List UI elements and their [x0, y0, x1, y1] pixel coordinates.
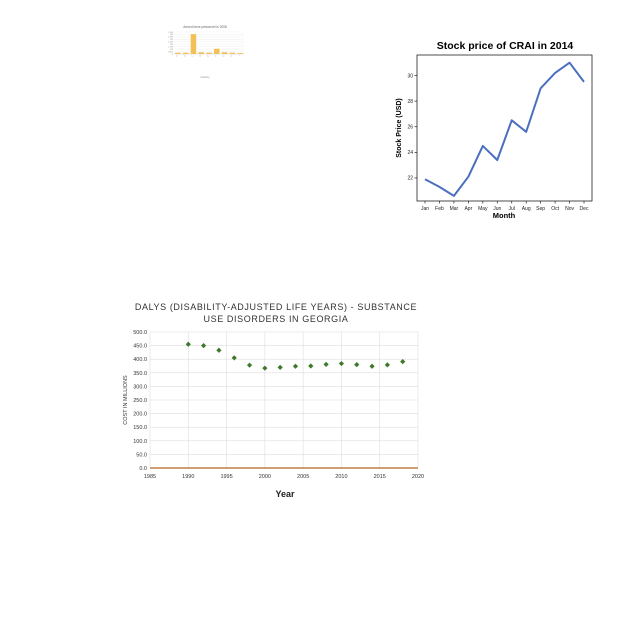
data-point [246, 362, 253, 368]
bar [182, 52, 189, 54]
y-tick-label: 2M [170, 44, 173, 46]
y-tick-label: 1M [170, 49, 173, 51]
y-tick-label: 450.0 [133, 344, 147, 350]
data-point [231, 355, 237, 361]
line-chart: Stock price of CRAI in 2014 Stock Price … [396, 40, 593, 220]
x-tick-label: C [192, 55, 195, 58]
data-point [185, 341, 191, 347]
y-tick-label: 30 [407, 73, 413, 79]
series-line [424, 61, 585, 197]
data-point [216, 347, 222, 353]
y-tick-label: 24 [407, 150, 413, 156]
data-point [277, 364, 283, 370]
chart-title: Stock price of CRAI in 2014 [437, 40, 574, 52]
x-tick-label: G [223, 55, 226, 58]
x-tick-label: Jan [421, 206, 429, 212]
x-tick-label: 2010 [335, 474, 347, 480]
y-tick-label: 100.0 [133, 439, 147, 445]
y-tick-label: 26 [407, 125, 413, 131]
data-point [323, 361, 329, 367]
bar [175, 52, 181, 54]
data-point [354, 362, 360, 368]
y-tick-label: 4M [170, 34, 173, 36]
bar [229, 52, 236, 54]
y-tick-label: 22 [407, 176, 413, 182]
scatter-chart: DALYS (DISABILITY-ADJUSTED LIFE YEARS) -… [123, 302, 424, 499]
x-tick-label: May [478, 206, 488, 212]
data-point [292, 363, 299, 369]
x-tick-label: Oct [551, 206, 559, 212]
data-point [400, 359, 406, 365]
bar [214, 48, 220, 54]
x-tick-label: Jun [493, 206, 501, 212]
y-tick-label: 28 [407, 99, 413, 105]
y-tick-label: 3M [170, 39, 173, 41]
data-point [338, 360, 345, 367]
y-tick-label: 2.5M [168, 42, 173, 44]
x-tick-label: Aug [522, 206, 531, 212]
scatter-chart-container: DALYS (DISABILITY-ADJUSTED LIFE YEARS) -… [112, 296, 432, 506]
x-tick-label: Apr [464, 206, 472, 212]
x-tick-label: F [215, 55, 218, 58]
x-tick-label: 1985 [144, 474, 156, 480]
bar [198, 52, 204, 54]
y-tick-label: 350.0 [133, 371, 147, 377]
y-tick-label: 0 [172, 54, 174, 56]
y-tick-label: 50.0 [136, 452, 147, 458]
y-tick-label: 200.0 [133, 412, 147, 418]
chart-title-line-2: USE DISORDERS IN GEORGIA [204, 314, 349, 324]
bar-chart: Armed force personnel in 2008 Country 05… [168, 25, 244, 79]
x-tick-label: 2015 [374, 474, 386, 480]
x-tick-label: 2000 [259, 474, 271, 480]
x-tick-label: Dec [580, 206, 589, 212]
chart-title-line-1: DALYS (DISABILITY-ADJUSTED LIFE YEARS) -… [135, 302, 417, 312]
line-chart-container: Stock price of CRAI in 2014 Stock Price … [390, 34, 600, 224]
x-tick-label: Jul [509, 206, 515, 212]
y-tick-label: 500.0 [133, 330, 147, 336]
data-point [308, 363, 314, 369]
x-tick-label: 1995 [220, 474, 232, 480]
y-tick-label: 500k [168, 51, 174, 53]
bar [237, 53, 243, 54]
x-tick-label: H [230, 55, 233, 58]
x-axis-label: Country [200, 75, 210, 79]
x-axis-label: Month [493, 211, 516, 220]
y-tick-label: 0.0 [139, 466, 147, 472]
x-tick-label: B [184, 55, 187, 58]
y-tick-label: 250.0 [133, 398, 147, 404]
x-tick-label: Sep [536, 206, 545, 212]
x-tick-label: D [199, 55, 202, 58]
y-tick-label: 300.0 [133, 384, 147, 390]
data-point [369, 363, 375, 369]
y-tick-label: 400.0 [133, 357, 147, 363]
x-tick-label: Mar [450, 206, 459, 212]
x-tick-label: E [207, 55, 210, 58]
x-tick-label: I [239, 55, 241, 57]
bar [190, 34, 197, 54]
x-tick-label: Feb [435, 206, 444, 212]
bar [206, 52, 212, 54]
y-tick-label: 150.0 [133, 425, 147, 431]
y-axis-label: COST IN MILLIONS [123, 375, 129, 425]
bar [221, 52, 228, 54]
x-axis-label: Year [275, 489, 295, 499]
y-tick-label: 3.5M [168, 37, 173, 39]
data-point [262, 365, 268, 371]
y-tick-label: 4.5M [168, 32, 173, 34]
x-tick-label: A [175, 54, 179, 58]
y-axis-label: Stock Price (USD) [396, 98, 403, 158]
data-point [201, 343, 207, 349]
x-tick-label: Nov [565, 206, 574, 212]
plot-frame [416, 54, 593, 202]
x-tick-label: 2005 [297, 474, 309, 480]
data-point [384, 362, 390, 368]
y-tick-label: 1.5M [168, 46, 173, 48]
x-tick-label: 1990 [182, 474, 194, 480]
x-tick-label: 2020 [412, 474, 424, 480]
chart-title: Armed force personnel in 2008 [183, 25, 227, 29]
